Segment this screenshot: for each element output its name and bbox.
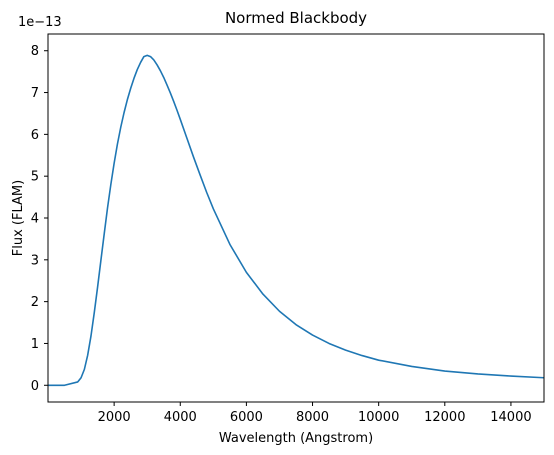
x-axis-label: Wavelength (Angstrom): [219, 431, 373, 446]
y-axis-label: Flux (FLAM): [11, 180, 26, 256]
x-tick-label: 12000: [424, 410, 465, 425]
y-axis: 0 1 2 3 4 5 6 7 8: [31, 44, 48, 394]
plot-area: 2000 4000 6000 8000 10000 12000 14000 0 1 2 3 4 5 6 7…: [31, 33, 545, 425]
y-offset-label: 1e−13: [18, 15, 62, 30]
y-tick-label: 2: [31, 295, 39, 310]
flux-series-line: [48, 54, 545, 387]
x-tick-label: 6000: [230, 410, 263, 425]
y-tick-label: 1: [31, 337, 39, 352]
y-tick-label: 5: [31, 170, 39, 185]
x-axis: 2000 4000 6000 8000 10000 12000 14000: [98, 402, 532, 425]
x-tick-label: 8000: [296, 410, 329, 425]
x-tick-label: 2000: [98, 410, 131, 425]
x-tick-label: 10000: [358, 410, 399, 425]
series-layer: [48, 54, 545, 387]
y-tick-label: 8: [31, 44, 39, 59]
y-tick-label: 3: [31, 253, 39, 268]
y-tick-label: 4: [31, 212, 39, 227]
y-tick-label: 6: [31, 128, 39, 143]
y-tick-label: 7: [31, 86, 39, 101]
x-tick-label: 4000: [164, 410, 197, 425]
y-tick-label: 0: [31, 379, 39, 394]
chart-title: Normed Blackbody: [225, 9, 367, 27]
x-tick-label: 14000: [490, 410, 531, 425]
